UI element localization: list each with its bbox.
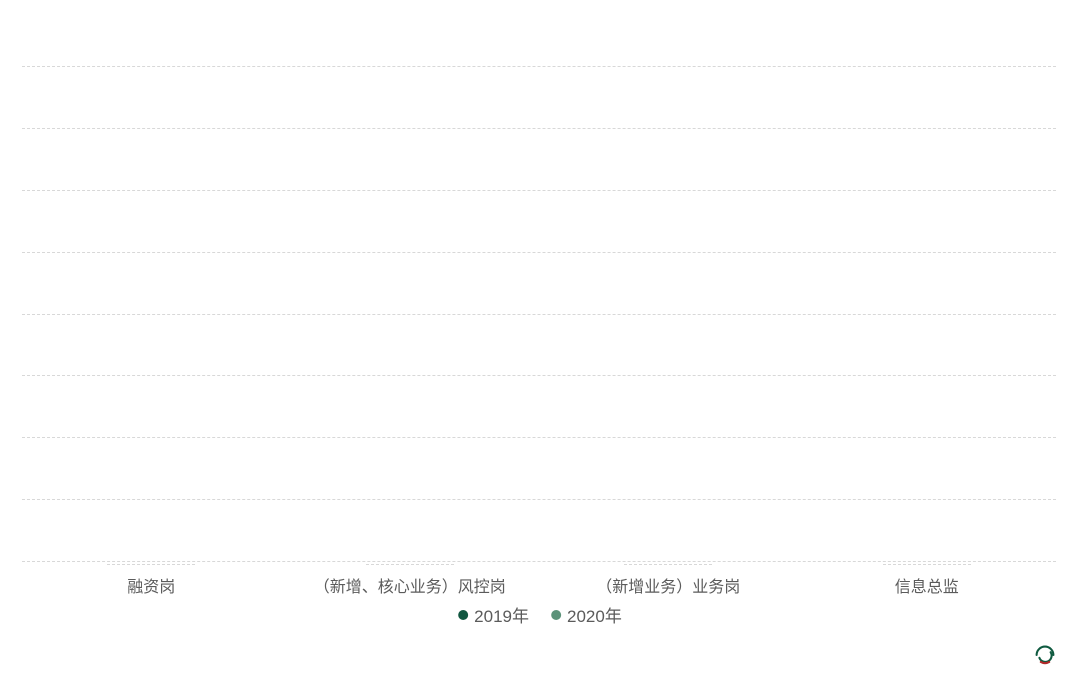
gridline: [22, 66, 1056, 67]
x-axis-tick: [366, 564, 454, 565]
legend-swatch-icon: [458, 610, 468, 620]
x-axis-label: （新增、核心业务）风控岗: [314, 573, 506, 597]
legend: 2019年 2020年: [458, 602, 622, 627]
chart-area: 融资岗 （新增、核心业务）风控岗 （新增业务）业务岗 信息总监 2019年 2020年: [0, 0, 1080, 683]
x-axis-tick: [883, 564, 971, 565]
x-axis-label: 信息总监: [883, 573, 971, 597]
gridline: [22, 128, 1056, 129]
legend-label: 2019年: [474, 602, 529, 627]
x-axis-category: （新增、核心业务）风控岗: [314, 564, 506, 597]
legend-label: 2020年: [567, 602, 622, 627]
gridline: [22, 314, 1056, 315]
x-axis-tick: [624, 564, 712, 565]
legend-item: 2019年: [458, 602, 529, 627]
legend-item: 2020年: [551, 602, 622, 627]
gridline: [22, 252, 1056, 253]
x-axis-label: （新增业务）业务岗: [596, 573, 740, 597]
gridline: [22, 375, 1056, 376]
x-axis-category: 融资岗: [107, 564, 195, 597]
x-axis-tick: [107, 564, 195, 565]
gridline: [22, 499, 1056, 500]
gridline: [22, 437, 1056, 438]
brand-logo-icon: [1031, 641, 1059, 674]
x-axis-label: 融资岗: [107, 573, 195, 597]
x-axis-category: 信息总监: [883, 564, 971, 597]
legend-swatch-icon: [551, 610, 561, 620]
gridline: [22, 561, 1056, 562]
gridline: [22, 190, 1056, 191]
x-axis-category: （新增业务）业务岗: [596, 564, 740, 597]
